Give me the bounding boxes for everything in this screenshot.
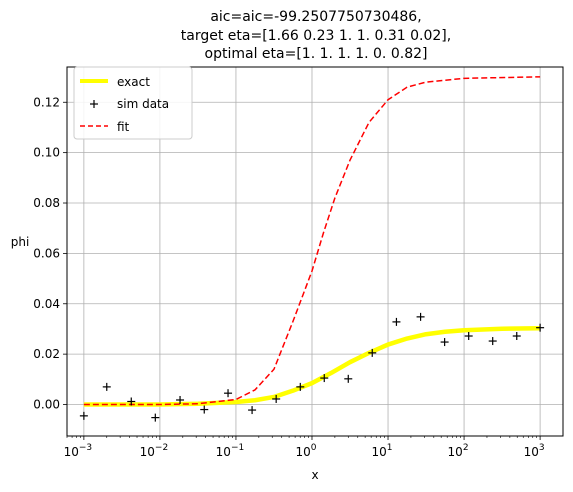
series-layer (79, 76, 545, 422)
sim-data-point (176, 395, 185, 404)
title-line-3: optimal eta=[1. 1. 1. 1. 0. 0.82] (205, 46, 428, 62)
sim-data-point (488, 337, 497, 346)
chart-title: aic=aic=-99.2507750730486, target eta=[1… (181, 9, 451, 62)
sim-data-point (440, 338, 449, 347)
sim-data-point (416, 312, 425, 321)
sim-data-point (536, 323, 545, 332)
x-axis-label: x (311, 468, 318, 482)
sim-data-point (368, 348, 377, 357)
y-tick-label: 0.12 (33, 95, 60, 109)
x-tick-label: 100 (295, 443, 316, 459)
sim-data-point (392, 317, 401, 326)
y-tick-label: 0.10 (33, 146, 60, 160)
x-tick-label: 10−1 (216, 443, 245, 459)
sim-data-point (127, 397, 136, 406)
x-axis-ticks: 10−3 10−2 10−1 100 101 102 103 (64, 436, 545, 459)
sim-data-point (272, 394, 281, 403)
legend: exact sim data fit (73, 66, 193, 140)
legend-label-exact: exact (117, 75, 150, 89)
y-tick-label: 0.02 (33, 347, 60, 361)
sim-data-point (296, 382, 305, 391)
title-line-2: target eta=[1.66 0.23 1. 1. 0.31 0.02], (181, 28, 451, 44)
legend-label-sim-data: sim data (117, 97, 169, 111)
plot-frame (66, 66, 564, 437)
sim-data-point (200, 405, 209, 414)
x-tick-label: 10−2 (140, 443, 169, 459)
sim-data-point (248, 406, 257, 415)
y-axis-label: phi (11, 235, 30, 249)
sim-data-point (344, 374, 353, 383)
legend-box (73, 66, 193, 140)
x-tick-label: 103 (524, 443, 545, 459)
y-tick-label: 0.04 (33, 297, 60, 311)
sim-data-point (102, 382, 111, 391)
y-axis-ticks: 0.00 0.02 0.04 0.06 0.08 0.10 0.12 (33, 95, 67, 412)
x-tick-label: 102 (448, 443, 469, 459)
x-tick-label: 10−3 (64, 443, 93, 459)
legend-label-fit: fit (117, 120, 130, 134)
series-exact-line (83, 325, 541, 407)
sim-data-point (224, 389, 233, 398)
y-tick-label: 0.08 (33, 196, 60, 210)
sim-data-point (320, 374, 329, 383)
sim-data-point (512, 332, 521, 341)
grid (67, 67, 563, 436)
y-tick-label: 0.06 (33, 246, 60, 260)
sim-data-point (464, 332, 473, 341)
series-fit-line (83, 76, 541, 406)
sim-data-point (151, 413, 160, 422)
title-line-1: aic=aic=-99.2507750730486, (210, 9, 421, 25)
sim-data-point (79, 411, 88, 420)
y-tick-label: 0.00 (33, 398, 60, 412)
x-tick-label: 101 (372, 443, 393, 459)
legend-swatch-sim-data (90, 100, 98, 108)
